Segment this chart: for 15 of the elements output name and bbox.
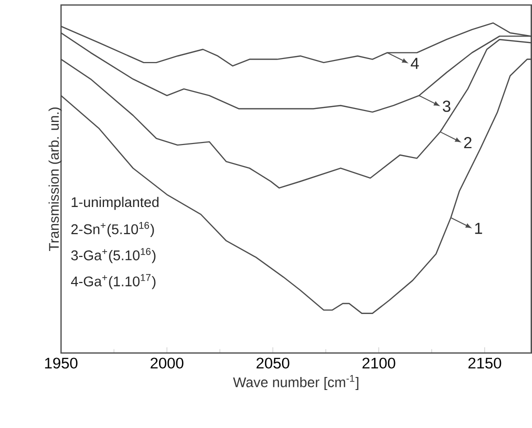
legend-label: 4 bbox=[410, 58, 419, 69]
x-tick-label: 2000 bbox=[150, 358, 184, 369]
x-tick-label: 1950 bbox=[45, 358, 78, 369]
y-axis-title: Transmission (arb. un.) bbox=[48, 108, 62, 252]
x-tick-label: 2050 bbox=[256, 358, 290, 369]
legend-label: 3 bbox=[442, 100, 450, 112]
x-axis-title: Wave number [cm$^{-1}$] bbox=[233, 375, 358, 390]
legend-label: 2 bbox=[464, 136, 472, 148]
x-tick-label: 2150 bbox=[468, 358, 502, 369]
annotation: 3-Ga$^{+}$(5.10$^{16}$) bbox=[71, 248, 156, 264]
annotation: 4-Ga$^{+}$(1.10$^{17}$) bbox=[70, 274, 156, 290]
x-tick-label: 2100 bbox=[362, 358, 396, 369]
annotation: 1-unimplanted bbox=[72, 196, 158, 210]
legend-label: 1 bbox=[475, 222, 482, 234]
annotation: 2-Sn$^{+}$(5.10$^{16}$) bbox=[71, 222, 154, 237]
